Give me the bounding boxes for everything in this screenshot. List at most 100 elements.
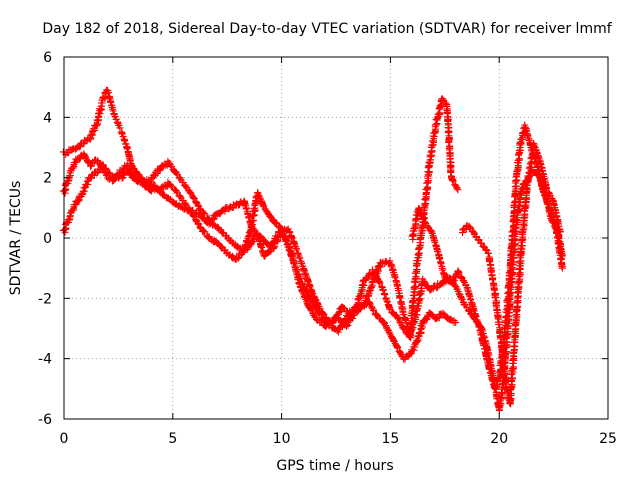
- data-point-plus: [148, 184, 163, 195]
- data-point-plus: [438, 95, 450, 107]
- series-track-d: [408, 121, 566, 392]
- data-point-plus: [93, 96, 107, 129]
- data-point-plus: [343, 307, 359, 329]
- y-tick-label: -2: [38, 291, 52, 307]
- data-point-plus: [491, 289, 506, 347]
- data-point-plus: [66, 197, 80, 217]
- data-point-plus: [448, 174, 461, 192]
- data-point-plus: [476, 326, 492, 368]
- data-point-plus: [443, 101, 455, 181]
- data-point-plus: [465, 222, 478, 238]
- data-point-plus: [426, 121, 440, 167]
- data-point-plus: [460, 300, 477, 321]
- data-point-plus: [447, 269, 462, 287]
- data-point-plus: [504, 236, 517, 303]
- axis-ticks: 0 5 10 15 20 25 -6 -4 -2 0 2 4 6: [38, 50, 617, 447]
- data-point-plus: [160, 191, 176, 205]
- data-point-plus: [128, 162, 141, 176]
- data-point-plus: [556, 228, 564, 236]
- data-point-plus: [195, 210, 211, 227]
- data-point-plus: [148, 165, 163, 186]
- data-point-plus: [412, 221, 427, 274]
- x-tick-label: 0: [60, 431, 69, 447]
- data-point-plus: [372, 310, 387, 326]
- y-tick-label: 4: [43, 110, 52, 126]
- data-point-plus: [510, 280, 523, 346]
- grid-lines: [64, 57, 608, 419]
- data-point-plus: [360, 278, 377, 308]
- data-point-plus: [454, 186, 462, 194]
- data-point-plus: [469, 302, 483, 331]
- y-tick-label: -6: [38, 412, 52, 428]
- y-tick-label: 2: [43, 171, 52, 187]
- data-point-plus: [104, 87, 118, 118]
- data-point-plus: [260, 203, 277, 224]
- data-point-plus: [428, 228, 442, 256]
- data-point-plus: [406, 266, 421, 342]
- data-series: [59, 86, 566, 414]
- data-point-plus: [73, 187, 87, 206]
- data-point-plus: [304, 302, 319, 321]
- data-point-plus: [240, 197, 255, 228]
- data-point-plus: [290, 260, 306, 288]
- data-point-plus: [213, 223, 228, 237]
- y-tick-label: 0: [43, 231, 52, 247]
- data-point-plus: [392, 278, 407, 316]
- y-tick-label: -4: [38, 352, 52, 368]
- data-point-plus: [378, 284, 394, 313]
- data-point-plus: [408, 206, 423, 243]
- data-point-plus: [387, 331, 400, 349]
- data-point-plus: [300, 283, 316, 305]
- y-axis-label: SDTVAR / TECUs: [8, 181, 24, 296]
- data-point-plus: [368, 266, 386, 291]
- data-point-plus: [59, 169, 74, 197]
- data-point-plus: [179, 179, 195, 198]
- data-point-plus: [66, 144, 80, 154]
- data-point-plus: [399, 323, 413, 340]
- data-point-plus: [400, 352, 413, 363]
- data-point-plus: [277, 225, 291, 235]
- data-point-plus: [508, 176, 521, 243]
- data-point-plus: [284, 243, 298, 267]
- data-point-plus: [232, 246, 247, 263]
- x-tick-label: 20: [490, 431, 508, 447]
- data-point-plus: [452, 318, 460, 326]
- data-point-plus: [179, 197, 195, 216]
- data-point-plus: [558, 264, 566, 272]
- data-point-plus: [86, 121, 101, 143]
- data-point-plus: [406, 339, 419, 358]
- data-point-plus: [80, 150, 93, 167]
- data-point-plus: [240, 226, 255, 253]
- chart-title: Day 182 of 2018, Sidereal Day-to-day VTE…: [42, 21, 612, 37]
- y-tick-label: 6: [43, 50, 52, 66]
- data-point-plus: [205, 233, 221, 247]
- data-point-plus: [484, 249, 498, 294]
- data-point-plus: [543, 185, 557, 205]
- data-point-plus: [539, 186, 553, 212]
- x-tick-label: 15: [381, 431, 399, 447]
- x-tick-label: 25: [599, 431, 617, 447]
- data-point-plus: [412, 320, 427, 346]
- data-point-plus: [99, 164, 110, 179]
- data-point-plus: [452, 283, 468, 309]
- data-point-plus: [123, 162, 137, 181]
- data-point-plus: [439, 309, 452, 322]
- data-point-plus: [477, 239, 491, 254]
- data-point-plus: [512, 139, 525, 181]
- data-point-plus: [110, 110, 124, 132]
- data-point-plus: [380, 318, 393, 337]
- data-point-plus: [432, 95, 446, 129]
- data-point-plus: [365, 298, 379, 318]
- x-tick-label: 10: [273, 431, 291, 447]
- data-point-plus: [308, 287, 324, 313]
- data-point-plus: [490, 374, 503, 392]
- data-point-plus: [80, 173, 93, 195]
- data-point-plus: [300, 265, 315, 294]
- data-point-plus: [189, 210, 205, 233]
- data-point-plus: [116, 124, 131, 151]
- data-point-plus: [352, 276, 368, 314]
- data-point-plus: [66, 155, 80, 175]
- series-track-e: [459, 139, 564, 408]
- data-point-plus: [536, 158, 550, 192]
